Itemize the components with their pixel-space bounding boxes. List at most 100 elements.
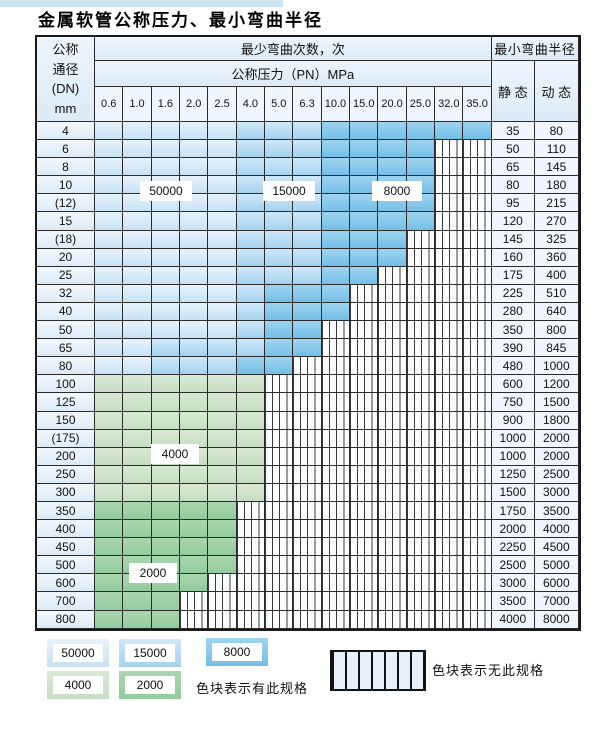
spec-zone-cell xyxy=(95,194,124,213)
no-spec-cell xyxy=(180,610,209,629)
legend-swatch-label: 8000 xyxy=(212,643,262,661)
pressure-tick: 4.0 xyxy=(236,87,266,122)
header-min-bend-cycles: 最少弯曲次数，次 xyxy=(95,37,492,61)
no-spec-cell xyxy=(406,375,436,394)
no-spec-cell xyxy=(406,248,436,267)
no-spec-cell xyxy=(435,158,464,177)
no-spec-cell xyxy=(236,556,266,575)
no-spec-cell xyxy=(350,411,379,430)
no-spec-cell xyxy=(293,610,322,629)
no-spec-cell xyxy=(435,266,464,285)
no-spec-cell xyxy=(321,447,351,466)
zone-label-8000: 8000 xyxy=(372,181,422,201)
static-radius-cell: 4000 xyxy=(491,610,535,629)
no-spec-cell xyxy=(463,465,492,484)
no-spec-cell xyxy=(435,302,464,322)
static-radius-cell: 2500 xyxy=(491,556,535,575)
no-spec-cell xyxy=(293,393,322,412)
no-spec-cell xyxy=(293,357,322,376)
dynamic-radius-cell: 5000 xyxy=(534,556,579,575)
pressure-tick: 2.5 xyxy=(208,87,237,122)
no-spec-cell xyxy=(265,501,294,521)
no-spec-cell xyxy=(463,520,492,539)
pressure-tick: 35.0 xyxy=(463,87,492,122)
spec-zone-cell xyxy=(236,447,266,466)
spec-zone-cell xyxy=(180,556,209,575)
spec-zone-cell xyxy=(208,483,237,502)
spec-zone-cell xyxy=(236,158,266,177)
spec-zone-cell xyxy=(123,411,152,430)
no-spec-cell xyxy=(435,339,464,358)
spec-zone-cell xyxy=(180,284,209,303)
no-spec-cell xyxy=(378,501,407,521)
dynamic-radius-cell: 325 xyxy=(534,230,579,249)
header-dn-line: 公称 xyxy=(52,42,79,57)
legend-swatch-label: 2000 xyxy=(125,676,175,694)
pressure-tick: 1.0 xyxy=(123,87,152,122)
static-radius-cell: 160 xyxy=(491,248,535,267)
spec-zone-cell xyxy=(123,122,152,141)
no-spec-cell xyxy=(321,574,351,593)
spec-zone-cell xyxy=(151,538,181,557)
header-dn-line: 通径 xyxy=(52,61,79,77)
spec-zone-cell xyxy=(321,122,351,141)
no-spec-cell xyxy=(378,574,407,593)
page-title: 金属软管公称压力、最小弯曲半径 xyxy=(38,11,323,31)
no-spec-cell xyxy=(265,610,294,629)
spec-zone-cell xyxy=(151,212,181,231)
no-spec-cell xyxy=(378,357,407,376)
no-spec-cell xyxy=(463,212,492,231)
header-dn-line: mm xyxy=(54,100,77,116)
spec-zone-cell xyxy=(180,538,209,557)
no-spec-cell xyxy=(378,520,407,539)
static-radius-cell: 1000 xyxy=(491,429,535,448)
static-radius-cell: 1000 xyxy=(491,447,535,466)
no-spec-cell xyxy=(265,465,294,484)
no-spec-cell xyxy=(406,266,436,285)
spec-zone-cell xyxy=(180,411,209,430)
spec-zone-cell xyxy=(208,357,237,376)
no-spec-cell xyxy=(435,230,464,249)
no-spec-cell xyxy=(350,556,379,575)
spec-zone-cell xyxy=(95,230,124,249)
static-radius-cell: 390 xyxy=(491,339,535,358)
no-spec-cell xyxy=(435,411,464,430)
spec-zone-cell xyxy=(350,140,379,159)
dn-cell: 125 xyxy=(37,393,95,412)
header-nominal-pressure: 公称压力（PN）MPa xyxy=(95,61,492,87)
spec-zone-cell xyxy=(95,538,124,557)
header-min-bend-radius: 最小弯曲半径 xyxy=(491,37,579,61)
spec-zone-cell xyxy=(265,158,294,177)
spec-zone-cell xyxy=(236,248,266,267)
spec-zone-cell xyxy=(208,465,237,484)
no-spec-cell xyxy=(350,321,379,340)
spec-zone-cell xyxy=(123,610,152,629)
spec-zone-cell xyxy=(180,393,209,412)
spec-zone-cell xyxy=(95,357,124,376)
spec-zone-cell xyxy=(151,520,181,539)
no-spec-cell xyxy=(463,375,492,394)
spec-zone-cell xyxy=(180,520,209,539)
no-spec-cell xyxy=(435,501,464,521)
legend-swatch-4000: 4000 xyxy=(47,671,109,699)
no-spec-cell xyxy=(350,375,379,394)
no-spec-cell xyxy=(293,429,322,448)
spec-zone-cell xyxy=(321,176,351,195)
spec-zone-cell xyxy=(151,230,181,249)
spec-zone-cell xyxy=(350,194,379,213)
dn-cell: 32 xyxy=(37,284,95,303)
spec-zone-cell xyxy=(123,592,152,611)
dynamic-radius-cell: 110 xyxy=(534,140,579,159)
no-spec-cell xyxy=(435,176,464,195)
no-spec-cell xyxy=(236,501,266,521)
spec-zone-cell xyxy=(151,158,181,177)
spec-zone-cell xyxy=(180,375,209,394)
dn-cell: (12) xyxy=(37,194,95,213)
no-spec-cell xyxy=(350,284,379,303)
spec-zone-cell xyxy=(236,339,266,358)
spec-zone-cell xyxy=(378,122,407,141)
dynamic-radius-cell: 145 xyxy=(534,158,579,177)
spec-zone-cell xyxy=(95,248,124,267)
dn-cell: 4 xyxy=(37,122,95,141)
